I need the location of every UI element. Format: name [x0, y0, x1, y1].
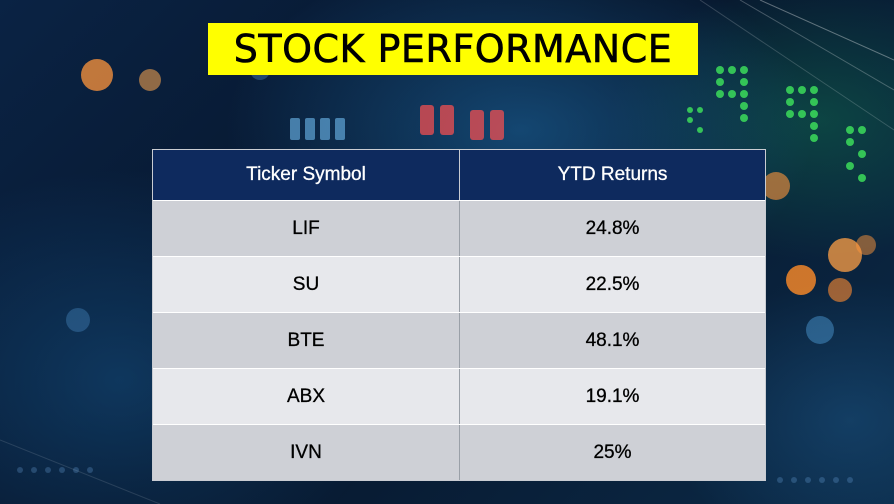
ytd-cell: 48.1%: [460, 313, 765, 368]
stock-performance-table: Ticker Symbol YTD Returns LIF 24.8% SU 2…: [152, 149, 766, 481]
ytd-cell: 19.1%: [460, 369, 765, 424]
ticker-cell: BTE: [153, 313, 460, 368]
table-row: IVN 25%: [153, 424, 765, 480]
page-title: STOCK PERFORMANCE: [233, 27, 673, 72]
ticker-cell: LIF: [153, 201, 460, 256]
ytd-cell: 25%: [460, 425, 765, 480]
ticker-cell: ABX: [153, 369, 460, 424]
table-header-row: Ticker Symbol YTD Returns: [153, 150, 765, 200]
table-row: LIF 24.8%: [153, 200, 765, 256]
header-ticker-symbol: Ticker Symbol: [153, 150, 460, 200]
ytd-cell: 24.8%: [460, 201, 765, 256]
title-banner: STOCK PERFORMANCE: [208, 23, 698, 75]
ticker-cell: IVN: [153, 425, 460, 480]
header-ytd-returns: YTD Returns: [460, 150, 765, 200]
table-row: ABX 19.1%: [153, 368, 765, 424]
table-row: BTE 48.1%: [153, 312, 765, 368]
ytd-cell: 22.5%: [460, 257, 765, 312]
table-row: SU 22.5%: [153, 256, 765, 312]
ticker-cell: SU: [153, 257, 460, 312]
